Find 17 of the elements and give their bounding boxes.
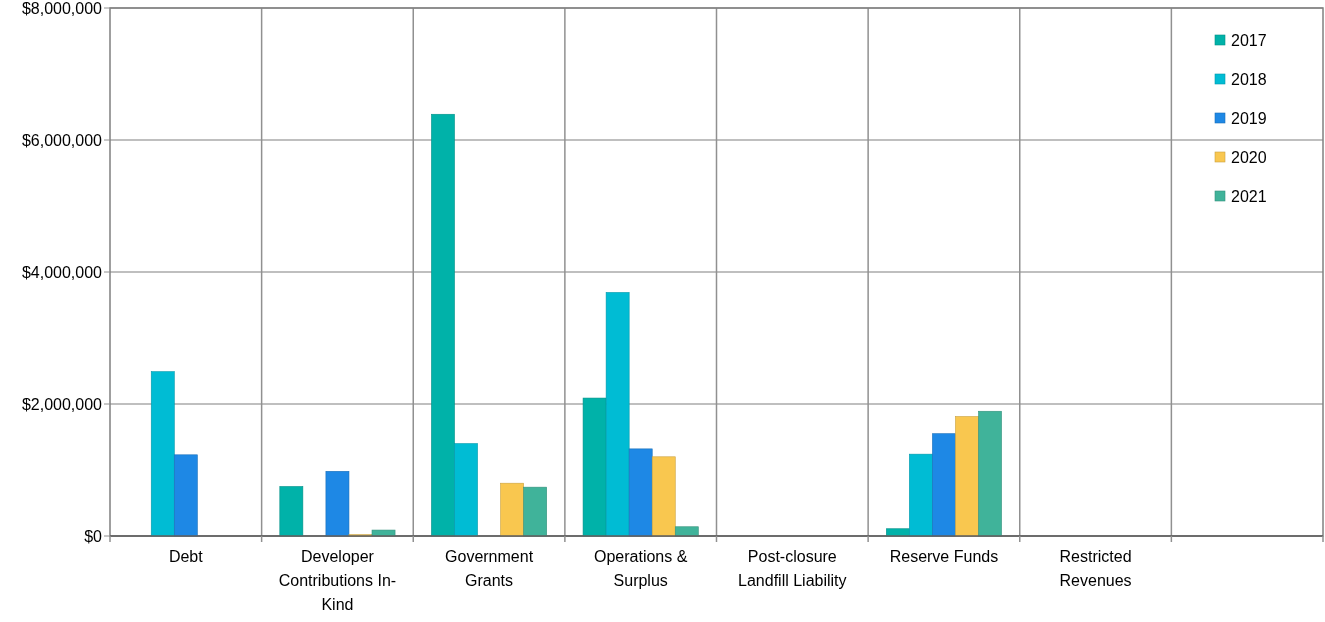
y-tick-label: $8,000,000 <box>21 0 103 17</box>
legend-label: 2017 <box>1231 31 1267 49</box>
x-tick-label: Government Grants <box>445 548 534 589</box>
x-tick-label: Post-closure Landfill Liability <box>738 548 847 589</box>
y-tick-label: $2,000,000 <box>21 395 103 413</box>
x-tick-label: Developer Contributions In-Kind <box>278 548 397 613</box>
legend-label: 2019 <box>1231 109 1267 127</box>
legend-label: 2018 <box>1231 70 1267 88</box>
legend-label: 2020 <box>1231 148 1267 166</box>
y-tick-label: $6,000,000 <box>21 131 103 149</box>
x-tick-label: Reserve Funds <box>889 548 999 565</box>
legend-label: 2021 <box>1231 187 1267 205</box>
x-tick-label: Debt <box>168 548 204 565</box>
y-tick-label: $0 <box>84 527 103 545</box>
y-tick-label: $4,000,000 <box>21 263 103 281</box>
x-tick-label: Operations & Surplus <box>593 548 688 589</box>
x-tick-label: Restricted Revenues <box>1059 548 1132 589</box>
